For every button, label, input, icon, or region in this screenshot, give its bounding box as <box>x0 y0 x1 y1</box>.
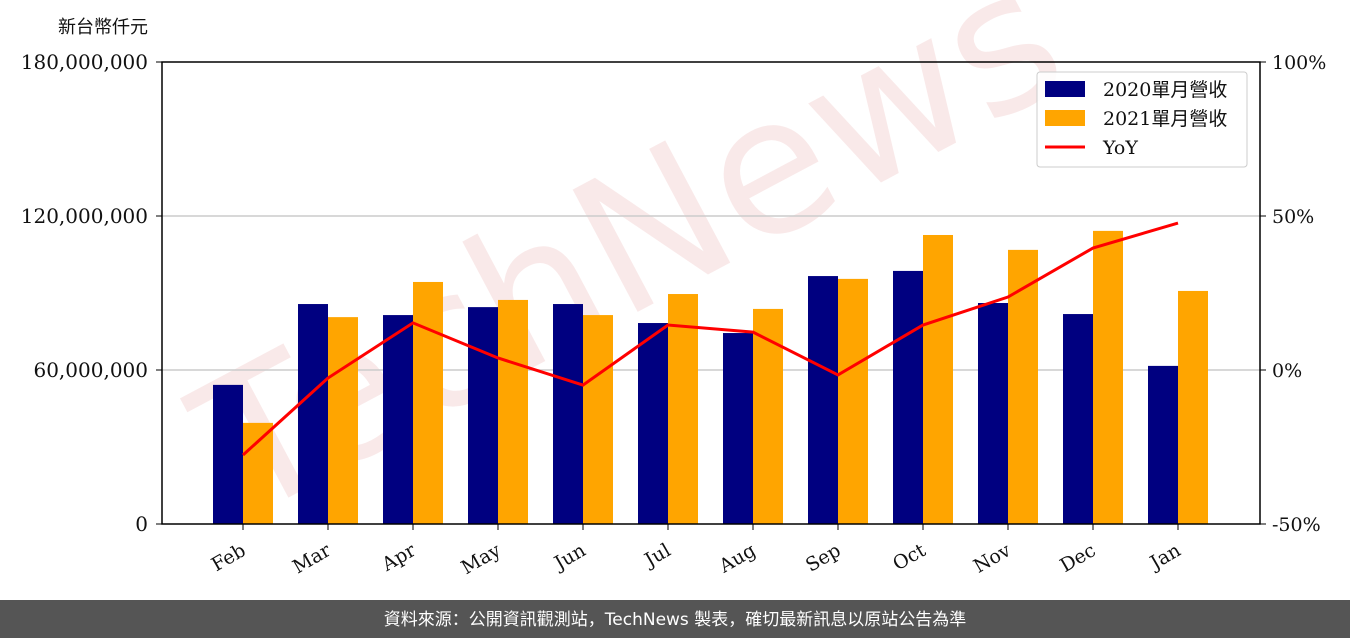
x-tick-label: Mar <box>289 539 335 578</box>
y2-tick-label: 0% <box>1272 360 1302 382</box>
y-axis-label: 新台幣仟元 <box>58 17 148 38</box>
y2-tick-label: 50% <box>1272 206 1314 228</box>
legend-box <box>1036 71 1248 168</box>
bar <box>838 278 868 524</box>
bar <box>498 299 528 524</box>
x-tick-label: Jul <box>639 539 674 572</box>
x-tick-label: Jun <box>549 539 590 575</box>
bar <box>328 317 358 524</box>
footer-bar <box>0 600 1350 638</box>
bar <box>923 234 953 524</box>
bar <box>583 315 613 524</box>
bar <box>668 294 698 524</box>
y-tick-label: 180,000,000 <box>21 50 148 74</box>
bar <box>1148 365 1178 524</box>
legend-label: 2020單月營收 <box>1103 79 1227 101</box>
bar <box>1008 249 1038 524</box>
x-tick-label: Dec <box>1056 539 1099 577</box>
bar <box>1178 290 1208 524</box>
yoy-line <box>241 221 1179 457</box>
x-tick-label: Feb <box>208 539 250 576</box>
bar <box>413 281 443 524</box>
plot-frame <box>161 61 1261 525</box>
bar <box>723 333 753 524</box>
bar <box>808 276 838 524</box>
bar <box>553 304 583 524</box>
bar <box>213 384 243 524</box>
y2-tick-label: -50% <box>1272 514 1321 536</box>
x-tick-label: May <box>458 539 505 579</box>
legend-swatch <box>1045 110 1085 126</box>
bar <box>298 304 328 524</box>
bar <box>638 323 668 524</box>
bar <box>1063 314 1093 524</box>
bar <box>383 315 413 524</box>
bar <box>468 307 498 524</box>
bar <box>243 422 273 524</box>
legend-swatch <box>1045 81 1085 97</box>
legend-label: 2021單月營收 <box>1103 108 1227 130</box>
y2-tick-label: 100% <box>1272 52 1326 74</box>
x-tick-label: Aug <box>715 539 760 578</box>
x-tick-label: Nov <box>970 539 1015 578</box>
y-tick-label: 0 <box>135 512 148 536</box>
bar <box>893 270 923 524</box>
x-tick-label: Sep <box>802 539 845 576</box>
legend-label: YoY <box>1102 137 1138 159</box>
y-tick-label: 120,000,000 <box>21 204 148 228</box>
x-tick-label: Apr <box>377 539 420 576</box>
bar <box>978 303 1008 524</box>
y-tick-label: 60,000,000 <box>33 358 148 382</box>
bar <box>1093 230 1123 525</box>
x-tick-label: Oct <box>889 539 930 575</box>
footer: 資料來源：公開資訊觀測站，TechNews 製表，確切最新訊息以原站公告為準 <box>384 610 966 630</box>
x-tick-label: Jan <box>1145 539 1185 575</box>
